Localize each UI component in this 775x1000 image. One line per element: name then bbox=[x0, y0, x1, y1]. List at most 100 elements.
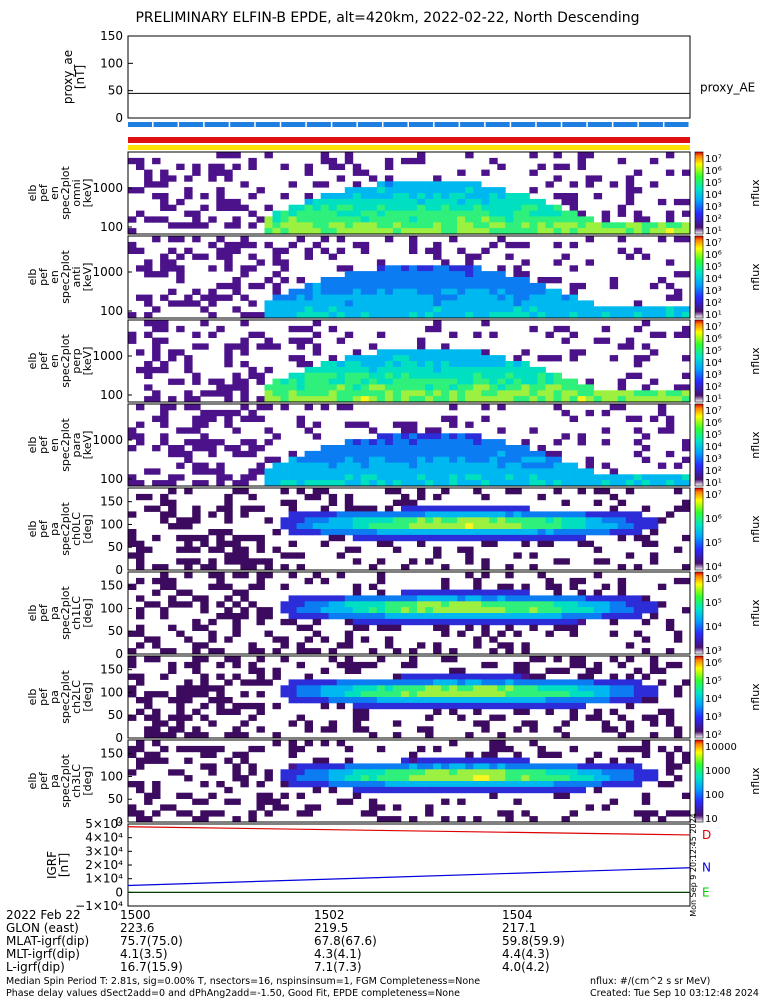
spectrogram-cell bbox=[473, 384, 482, 391]
colorbar-tick: 10⁵ bbox=[705, 178, 722, 189]
spectrogram-cell bbox=[545, 306, 554, 313]
spectrogram-cell bbox=[569, 810, 578, 817]
spectrogram-cell bbox=[569, 396, 578, 403]
spectrogram-cell bbox=[513, 445, 522, 452]
orbit-cell: 4.4(4.3) bbox=[502, 947, 550, 961]
spectrogram-cell bbox=[232, 216, 241, 223]
spectrogram-cell bbox=[537, 288, 546, 295]
spectrogram-cell bbox=[240, 241, 249, 249]
spectrogram-cell bbox=[352, 511, 362, 518]
spectrogram-cell bbox=[513, 661, 522, 669]
spectrogram-cell bbox=[272, 468, 281, 475]
colorbar-tick: 10⁶ bbox=[705, 166, 722, 177]
spectrogram-cell bbox=[505, 763, 514, 770]
spectrogram-cell bbox=[192, 300, 201, 307]
spectrogram-cell bbox=[160, 439, 169, 446]
spectrogram-cell bbox=[489, 480, 498, 487]
spectrogram-cell bbox=[577, 697, 586, 704]
spectrogram-cell bbox=[184, 636, 193, 643]
spectrogram-cell bbox=[312, 786, 322, 794]
spectrogram-cell bbox=[425, 517, 434, 524]
spectrogram-cell bbox=[513, 769, 522, 776]
spectrogram-cell bbox=[457, 714, 466, 721]
spectrogram-cell bbox=[521, 210, 530, 217]
spectrogram-cell bbox=[521, 595, 530, 602]
spectrogram-cell bbox=[160, 493, 169, 501]
spectrogram-cell bbox=[521, 589, 530, 596]
spectrogram-cell bbox=[376, 265, 386, 272]
spectrogram-cell bbox=[384, 691, 394, 698]
spectrogram-cell bbox=[561, 763, 570, 770]
status-bar-gap bbox=[484, 122, 486, 127]
spectrogram-cell bbox=[489, 661, 498, 669]
spectrogram-cell bbox=[336, 740, 346, 747]
spectrogram-cell bbox=[553, 462, 562, 469]
spectrogram-cell bbox=[577, 312, 586, 319]
spectrogram-cell bbox=[136, 786, 145, 794]
spectrogram-cell bbox=[561, 384, 570, 391]
spectrogram-cell bbox=[384, 193, 394, 200]
spectrogram-cell bbox=[625, 415, 635, 422]
spectrogram-cell bbox=[272, 210, 281, 217]
spectrogram-cell bbox=[168, 175, 177, 182]
spectrogram-cell bbox=[200, 204, 209, 211]
spectrogram-cell bbox=[336, 523, 346, 530]
spectrogram-cell bbox=[288, 204, 297, 211]
spectrogram-cell bbox=[449, 312, 458, 319]
spectrogram-cell bbox=[529, 697, 538, 704]
spectrogram-cell bbox=[417, 769, 426, 776]
spectrogram-cell bbox=[184, 572, 193, 579]
spectrogram-cell bbox=[376, 781, 386, 788]
spectrogram-cell bbox=[392, 361, 402, 368]
spectrogram-cell bbox=[160, 216, 169, 223]
spectrogram-cell bbox=[264, 216, 273, 223]
spectrogram-cell bbox=[128, 673, 137, 680]
spectrogram-cell bbox=[657, 474, 667, 481]
spectrogram-cell bbox=[368, 378, 378, 385]
spectrogram-cell bbox=[425, 456, 434, 463]
spectrogram-cell bbox=[401, 300, 410, 307]
spectrogram-cell bbox=[304, 636, 313, 643]
spectrogram-cell bbox=[505, 294, 514, 301]
spectrogram-cell bbox=[344, 378, 354, 385]
spectrogram-cell bbox=[296, 204, 305, 211]
spectrogram-cell bbox=[168, 378, 177, 385]
spectrogram-cell bbox=[184, 294, 193, 301]
spectrogram-cell bbox=[352, 474, 362, 481]
spectrogram-cell bbox=[457, 775, 466, 782]
spectrogram-cell bbox=[513, 480, 522, 487]
spectrogram-cell bbox=[401, 493, 410, 501]
spectrogram-cell bbox=[409, 523, 418, 530]
spectrogram-cell bbox=[160, 517, 169, 524]
spectrogram-cell bbox=[537, 355, 546, 362]
spectrogram-cell bbox=[304, 648, 313, 655]
spectrogram-cell bbox=[673, 236, 683, 243]
spectrogram-cell bbox=[409, 355, 418, 362]
spectrogram-cell bbox=[481, 384, 490, 391]
igrf-ytick: 5×10⁴ bbox=[85, 817, 123, 831]
spectrogram-cell bbox=[288, 769, 297, 776]
spectrogram-cell bbox=[521, 378, 530, 385]
spectrogram-cell bbox=[577, 534, 586, 542]
spectrogram-frame bbox=[127, 151, 691, 235]
spectrogram-cell bbox=[344, 288, 354, 295]
spectrogram-cell bbox=[409, 607, 418, 614]
spectrogram-cell bbox=[465, 396, 474, 403]
spectrogram-ytick: 0 bbox=[115, 815, 123, 829]
spectrogram-cell bbox=[136, 673, 145, 680]
spectrogram-cell bbox=[401, 781, 410, 788]
spectrogram-cell bbox=[625, 552, 635, 559]
spectrogram-cell bbox=[561, 306, 570, 313]
spectrogram-cell bbox=[473, 511, 482, 518]
spectrogram-cell bbox=[296, 378, 305, 385]
spectrogram-cell bbox=[280, 277, 289, 284]
spectrogram-cell bbox=[368, 691, 378, 698]
spectrogram-cell bbox=[633, 613, 643, 620]
spectrogram-cell bbox=[673, 312, 683, 319]
spectrogram-cell bbox=[280, 228, 289, 235]
spectrogram-cell bbox=[376, 210, 386, 217]
spectrogram-cell bbox=[465, 306, 474, 313]
spectrogram-cell bbox=[352, 708, 362, 715]
spectrogram-cell bbox=[609, 474, 619, 481]
spectrogram-cell bbox=[409, 769, 418, 776]
